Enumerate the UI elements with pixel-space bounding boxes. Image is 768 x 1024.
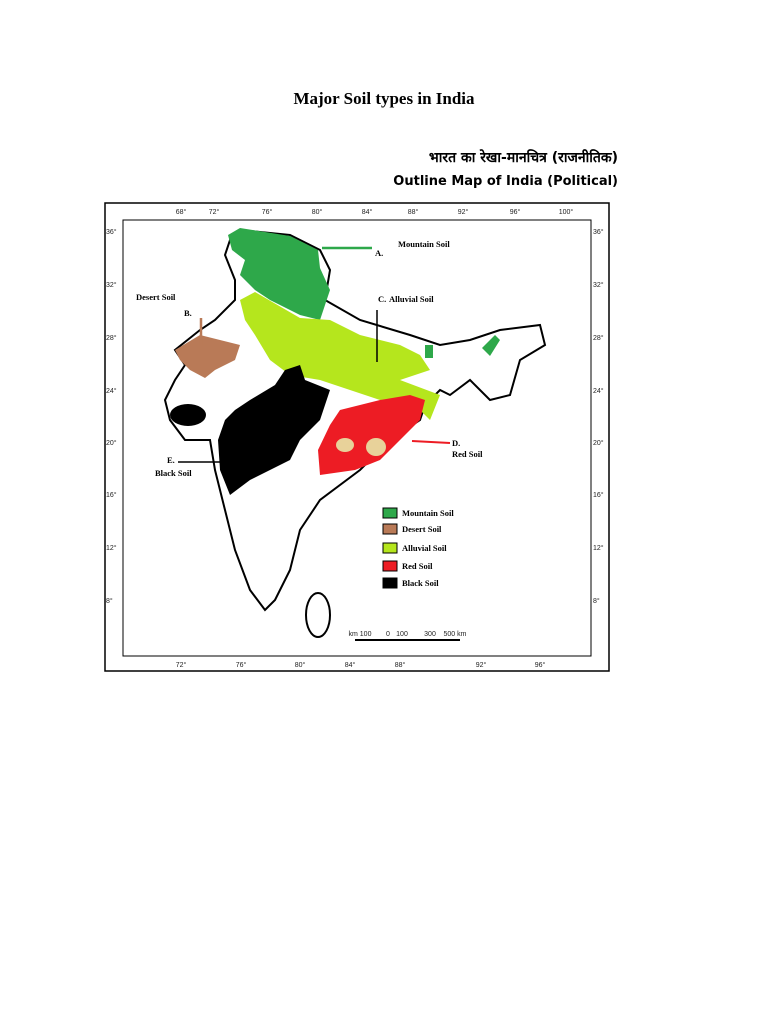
longitude-label: 92° bbox=[476, 661, 487, 669]
legend-label: Black Soil bbox=[402, 578, 439, 588]
latitude-label: 32° bbox=[106, 281, 117, 289]
outer-frame bbox=[104, 202, 610, 672]
legend-swatch bbox=[382, 542, 398, 554]
latitude-label: 36° bbox=[593, 228, 604, 236]
red-soil-region bbox=[318, 395, 425, 475]
annotation-label: Desert Soil bbox=[136, 292, 176, 302]
annotation-label: Red Soil bbox=[452, 449, 483, 459]
title: Major Soil types in India bbox=[293, 89, 475, 108]
sri-lanka bbox=[305, 592, 331, 638]
longitude-label: 80° bbox=[295, 661, 306, 669]
laterite-patch bbox=[336, 438, 354, 452]
legend-label: Alluvial Soil bbox=[402, 543, 447, 553]
black-soil-region bbox=[170, 404, 206, 426]
scale-label: 100 bbox=[396, 631, 408, 638]
longitude-label: 96° bbox=[510, 208, 521, 216]
longitude-label: 76° bbox=[262, 208, 273, 216]
longitude-label: 100° bbox=[559, 208, 574, 216]
map bbox=[104, 202, 610, 672]
longitude-label: 92° bbox=[458, 208, 469, 216]
longitude-label: 68° bbox=[176, 208, 187, 216]
scale-label: 0 bbox=[386, 631, 390, 638]
mountain-soil-region bbox=[482, 335, 500, 356]
latitude-label: 8° bbox=[593, 597, 600, 605]
laterite-patch bbox=[366, 438, 386, 456]
latitude-label: 20° bbox=[106, 439, 117, 447]
legend-swatch bbox=[382, 507, 398, 519]
latitude-label: 32° bbox=[593, 281, 604, 289]
latitude-label: 16° bbox=[106, 491, 117, 499]
annotation-marker: B. bbox=[184, 308, 192, 318]
longitude-label: 96° bbox=[535, 661, 546, 669]
annotation-label: Mountain Soil bbox=[398, 239, 450, 249]
latitude-label: 28° bbox=[106, 334, 117, 342]
annotation-marker: C. bbox=[378, 294, 386, 304]
longitude-label: 88° bbox=[395, 661, 406, 669]
latitude-label: 24° bbox=[106, 387, 117, 395]
annotation-marker: E. bbox=[167, 455, 175, 465]
legend-swatch bbox=[382, 560, 398, 572]
legend-label: Desert Soil bbox=[402, 524, 442, 534]
legend-label: Red Soil bbox=[402, 561, 433, 571]
annotation-label: Alluvial Soil bbox=[389, 294, 434, 304]
legend-swatch bbox=[382, 577, 398, 589]
annotation-label: Black Soil bbox=[155, 468, 192, 478]
longitude-label: 88° bbox=[408, 208, 419, 216]
longitude-label: 72° bbox=[176, 661, 187, 669]
desert-soil-region bbox=[175, 335, 240, 378]
latitude-label: 12° bbox=[106, 544, 117, 552]
longitude-label: 80° bbox=[312, 208, 323, 216]
mountain-soil-region bbox=[425, 345, 433, 358]
hindi-title: भारत का रेखा-मानचित्र (राजनीतिक) bbox=[429, 149, 618, 166]
longitude-label: 72° bbox=[209, 208, 220, 216]
legend-label: Mountain Soil bbox=[402, 508, 454, 518]
scale-label: km 100 bbox=[349, 631, 372, 638]
longitude-label: 76° bbox=[236, 661, 247, 669]
annotation-marker: A. bbox=[375, 248, 383, 258]
annotation-marker: D. bbox=[452, 438, 460, 448]
alluvial-soil-region bbox=[240, 292, 440, 420]
latitude-label: 24° bbox=[593, 387, 604, 395]
pointer-line bbox=[411, 440, 451, 444]
longitude-label: 84° bbox=[362, 208, 373, 216]
latitude-label: 12° bbox=[593, 544, 604, 552]
scale-label: 500 km bbox=[444, 631, 467, 638]
latitude-label: 16° bbox=[593, 491, 604, 499]
latitude-label: 8° bbox=[106, 597, 113, 605]
legend-swatch bbox=[382, 523, 398, 535]
longitude-label: 84° bbox=[345, 661, 356, 669]
latitude-label: 28° bbox=[593, 334, 604, 342]
inner-frame bbox=[122, 219, 592, 657]
latitude-label: 36° bbox=[106, 228, 117, 236]
mountain-soil-region bbox=[228, 228, 330, 320]
scale-label: 300 bbox=[424, 631, 436, 638]
english-title: Outline Map of India (Political) bbox=[393, 174, 618, 189]
latitude-label: 20° bbox=[593, 439, 604, 447]
black-soil-region bbox=[218, 365, 330, 495]
